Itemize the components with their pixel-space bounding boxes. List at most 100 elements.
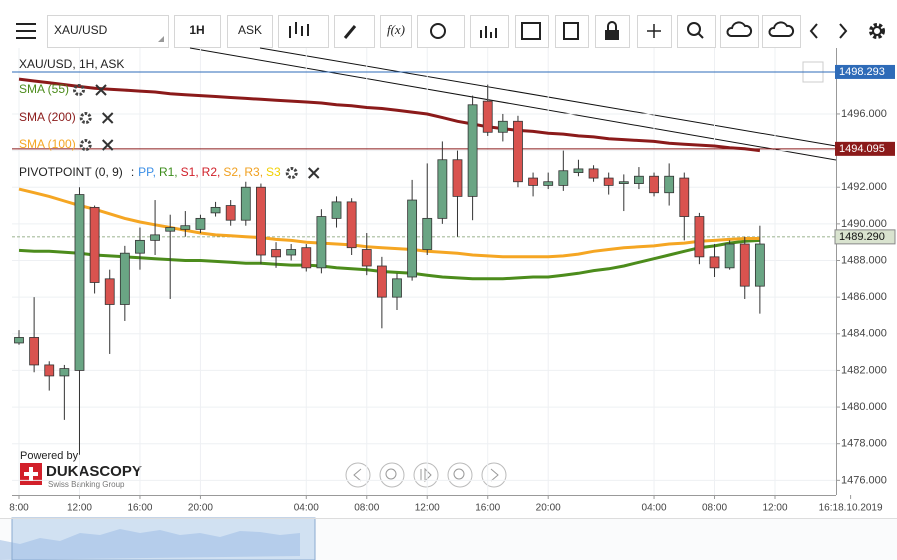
pivot-item: R1, (159, 165, 178, 179)
sma-line (18, 187, 760, 259)
navigator-area (0, 529, 300, 560)
price-label: 1494.095 (839, 143, 885, 155)
candle-body (361, 249, 372, 267)
x-tick-label: 12:00 (67, 503, 92, 514)
x-tick-label: 20:00 (188, 503, 213, 514)
candle-body (89, 206, 100, 283)
navigation-controls (345, 462, 507, 488)
menu-button[interactable] (12, 18, 42, 44)
info-button[interactable] (417, 15, 465, 48)
legend-entry: SMA (200) (19, 110, 76, 124)
settings-icon[interactable] (79, 139, 92, 151)
candle-body (724, 243, 735, 269)
upload-button[interactable] (720, 15, 759, 48)
chart-type-button[interactable] (278, 15, 329, 48)
x-tick-label: 16:18.10.2019 (819, 503, 883, 514)
back-button[interactable] (809, 23, 818, 39)
scroll-right[interactable] (481, 462, 507, 488)
x-tick-label: 20:00 (536, 503, 561, 514)
navigator-window[interactable] (11, 517, 316, 560)
settings-button[interactable] (869, 23, 885, 39)
x-tick-label: 12:00 (762, 503, 787, 514)
candle-body (467, 104, 478, 197)
plot-area (12, 47, 837, 495)
candle-body (59, 368, 70, 377)
candle-body (331, 201, 342, 219)
price-label-box (835, 64, 895, 79)
icon (385, 468, 397, 480)
y-tick-label: 1478.000 (841, 438, 887, 450)
candle-body (603, 177, 614, 186)
forward-button[interactable] (839, 23, 848, 39)
x-tick-label: 12:00 (415, 503, 440, 514)
legend: XAU/USD, 1H, ASK SMA (55) SMA (200) SMA (10… (19, 57, 320, 179)
candle-body (180, 225, 191, 230)
y-tick-label: 1482.000 (841, 364, 887, 376)
sma-line (18, 238, 760, 281)
price-label-box (835, 141, 895, 156)
powered-by: Powered by (20, 450, 79, 462)
lock-button[interactable] (595, 15, 630, 48)
reset[interactable] (413, 462, 439, 488)
download-button[interactable] (762, 15, 801, 48)
zoom-out[interactable] (379, 462, 405, 488)
settings-icon[interactable] (73, 84, 86, 96)
icon (490, 468, 499, 482)
toolbar: XAU/USD 1H ASK f(x) (12, 15, 885, 48)
volume-button[interactable] (470, 15, 509, 48)
legend-title: XAU/USD, 1H, ASK (19, 57, 124, 71)
candle-body (150, 234, 160, 241)
candle-body (618, 181, 629, 184)
function-button[interactable]: f(x) (380, 15, 412, 48)
remove-icon[interactable] (308, 167, 320, 179)
remove-icon[interactable] (101, 112, 114, 124)
trend-line (189, 47, 837, 161)
symbol-select[interactable]: XAU/USD (47, 15, 169, 48)
candle-body (664, 175, 675, 194)
candle-body (271, 249, 281, 258)
candle-body (437, 159, 448, 219)
calendar-button[interactable] (515, 15, 549, 48)
settings-icon[interactable] (285, 167, 298, 179)
pivot-label: PIVOTPOINT (0, 9) (19, 165, 123, 179)
candle-body (422, 217, 433, 250)
side: ASK (238, 23, 262, 37)
x-tick-label: 08:00 (702, 503, 727, 514)
y-tick-label: 1486.000 (841, 291, 887, 303)
remove-icon[interactable] (101, 139, 114, 151)
pivot-prefix: : (131, 165, 134, 179)
zoom-in[interactable] (447, 462, 473, 488)
zoom-button[interactable] (677, 15, 716, 48)
x-tick-label: 04:00 (642, 503, 667, 514)
period-select[interactable]: 1H (174, 15, 221, 48)
crosshair-button[interactable] (637, 15, 672, 48)
candle-body (29, 337, 40, 366)
candle-body (558, 170, 569, 186)
y-tick-label: 1476.000 (841, 474, 887, 486)
calculator-button[interactable] (555, 15, 589, 48)
brand-tagline: Swiss Banking Group (48, 480, 125, 489)
side-select[interactable]: ASK (227, 15, 273, 48)
candle-body (14, 337, 24, 344)
candle-body (649, 175, 659, 194)
candle-body (754, 243, 765, 287)
y-tick-label: 1492.000 (841, 181, 887, 193)
candle-body (301, 247, 312, 269)
remove-icon[interactable] (95, 84, 107, 96)
candle-body (482, 100, 493, 133)
pivot-item: S1, (181, 165, 199, 179)
draw-button[interactable] (334, 15, 375, 48)
x-tick-label: 16:00 (475, 503, 500, 514)
y-tick-label: 1484.000 (841, 328, 887, 340)
candle-body (497, 120, 508, 133)
candle-body (392, 278, 402, 298)
candle-body (104, 278, 115, 305)
price-label: 1489.290 (839, 231, 885, 243)
settings-icon[interactable] (79, 112, 92, 124)
scroll-left[interactable] (345, 462, 371, 488)
legend-entry: SMA (55) (19, 82, 69, 96)
candle-body (210, 206, 221, 214)
branding: Powered by DUKASCOPY Swiss Banking Group (20, 450, 142, 489)
navigator (0, 517, 897, 560)
